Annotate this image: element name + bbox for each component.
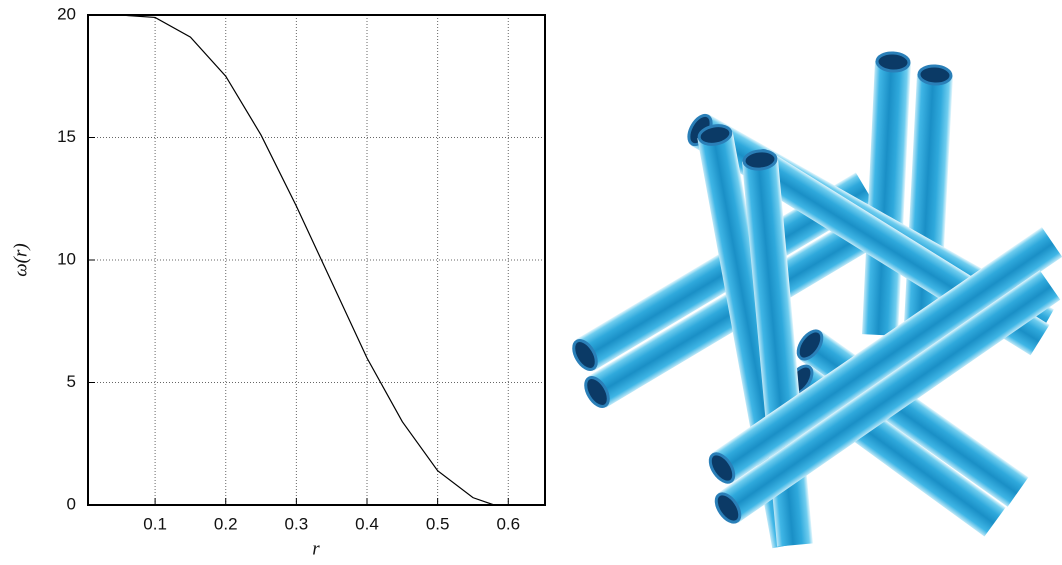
y-tick-label: 5	[67, 372, 76, 391]
tube-end	[877, 52, 910, 72]
x-tick-label: 0.6	[496, 514, 520, 533]
y-tick-label: 10	[57, 249, 76, 268]
y-tick-label: 20	[57, 4, 76, 23]
tube-body	[862, 61, 911, 336]
x-tick-label: 0.2	[214, 514, 238, 533]
tube	[862, 52, 911, 336]
figure: 0 5 10 15 20 0.1 0.2 0.3 0.4 0.5 0.6 r ω(r)	[0, 0, 1062, 565]
x-tick-label: 0.1	[143, 514, 167, 533]
tube-rendering	[568, 52, 1062, 548]
page: {"chart_data": {"type": "line", "xlabel"…	[0, 0, 1062, 565]
y-tick-label: 15	[57, 127, 76, 146]
x-tick-label: 0.3	[285, 514, 309, 533]
x-axis-label: r	[312, 538, 320, 559]
y-tick-label: 0	[67, 494, 76, 513]
y-axis-label: ω(r)	[10, 243, 31, 276]
plot: 0 5 10 15 20 0.1 0.2 0.3 0.4 0.5 0.6	[57, 4, 545, 533]
x-tick-label: 0.4	[355, 514, 379, 533]
tube-end	[919, 65, 952, 85]
x-tick-label: 0.5	[426, 514, 450, 533]
